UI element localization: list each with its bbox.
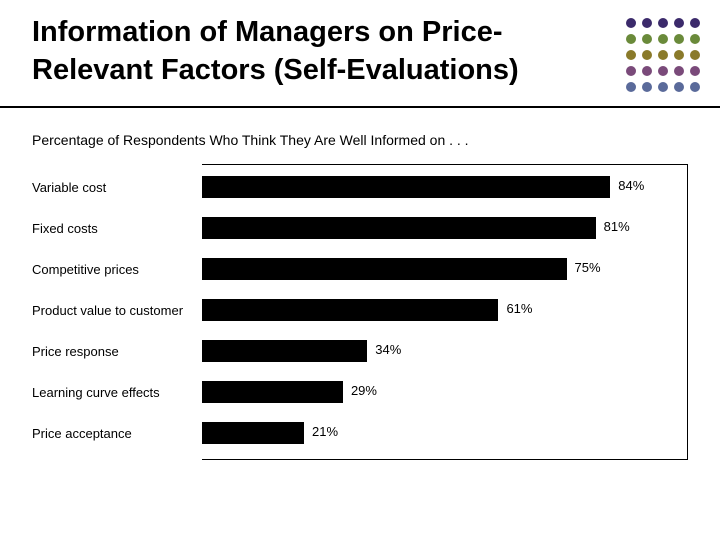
decor-dot-icon (658, 50, 668, 60)
decor-dot-icon (674, 34, 684, 44)
bar-row: Price response 34% (32, 340, 688, 362)
decor-dot-icon (690, 50, 700, 60)
bar-row: Product value to customer 61% (32, 299, 688, 321)
decor-dot-icon (690, 18, 700, 28)
bar-fill (202, 299, 498, 321)
bar-track: 61% (202, 299, 688, 321)
bar-fill (202, 340, 367, 362)
decor-dot-icon (642, 66, 652, 76)
decor-dot-icon (642, 18, 652, 28)
decor-dot-icon (674, 50, 684, 60)
bar-fill (202, 176, 610, 198)
decor-dot-icon (658, 66, 668, 76)
decor-dot-icon (674, 82, 684, 92)
dot-row (626, 50, 700, 60)
dot-row (626, 18, 700, 28)
decor-dot-icon (626, 82, 636, 92)
decor-dot-grid (626, 18, 700, 92)
bar-label: Competitive prices (32, 262, 202, 277)
decor-dot-icon (626, 34, 636, 44)
bar-row: Competitive prices 75% (32, 258, 688, 280)
bar-fill (202, 381, 343, 403)
bar-fill (202, 422, 304, 444)
bar-value: 84% (618, 178, 644, 193)
bar-fill (202, 217, 596, 239)
title-line-2: Relevant Factors (Self-Evaluations) (32, 52, 592, 90)
bar-label: Fixed costs (32, 221, 202, 236)
decor-dot-icon (626, 66, 636, 76)
decor-dot-icon (642, 34, 652, 44)
bar-track: 21% (202, 422, 688, 444)
bar-fill (202, 258, 567, 280)
chart-title: Percentage of Respondents Who Think They… (32, 132, 688, 148)
bar-label: Product value to customer (32, 303, 202, 318)
title-underline (0, 106, 720, 108)
decor-dot-icon (690, 82, 700, 92)
bar-value: 34% (375, 342, 401, 357)
bar-row: Fixed costs 81% (32, 217, 688, 239)
decor-dot-icon (642, 82, 652, 92)
decor-dot-icon (690, 66, 700, 76)
decor-dot-icon (642, 50, 652, 60)
decor-dot-icon (626, 50, 636, 60)
decor-dot-icon (674, 66, 684, 76)
bar-label: Price acceptance (32, 426, 202, 441)
dot-row (626, 34, 700, 44)
bar-label: Variable cost (32, 180, 202, 195)
dot-row (626, 82, 700, 92)
bar-track: 84% (202, 176, 688, 198)
decor-dot-icon (658, 82, 668, 92)
bar-track: 75% (202, 258, 688, 280)
bar-track: 81% (202, 217, 688, 239)
dot-row (626, 66, 700, 76)
title-line-1: Information of Managers on Price- (32, 14, 592, 52)
bar-value: 61% (506, 301, 532, 316)
decor-dot-icon (658, 34, 668, 44)
bar-row: Price acceptance 21% (32, 422, 688, 444)
decor-dot-icon (626, 18, 636, 28)
decor-dot-icon (658, 18, 668, 28)
bar-track: 29% (202, 381, 688, 403)
chart-region: Percentage of Respondents Who Think They… (32, 132, 688, 160)
bar-value: 81% (604, 219, 630, 234)
bar-row: Learning curve effects 29% (32, 381, 688, 403)
bar-value: 21% (312, 424, 338, 439)
bar-value: 29% (351, 383, 377, 398)
bar-label: Price response (32, 344, 202, 359)
decor-dot-icon (674, 18, 684, 28)
bar-track: 34% (202, 340, 688, 362)
slide-title: Information of Managers on Price- Releva… (32, 14, 592, 89)
bar-row: Variable cost 84% (32, 176, 688, 198)
decor-dot-icon (690, 34, 700, 44)
bar-label: Learning curve effects (32, 385, 202, 400)
bar-value: 75% (575, 260, 601, 275)
